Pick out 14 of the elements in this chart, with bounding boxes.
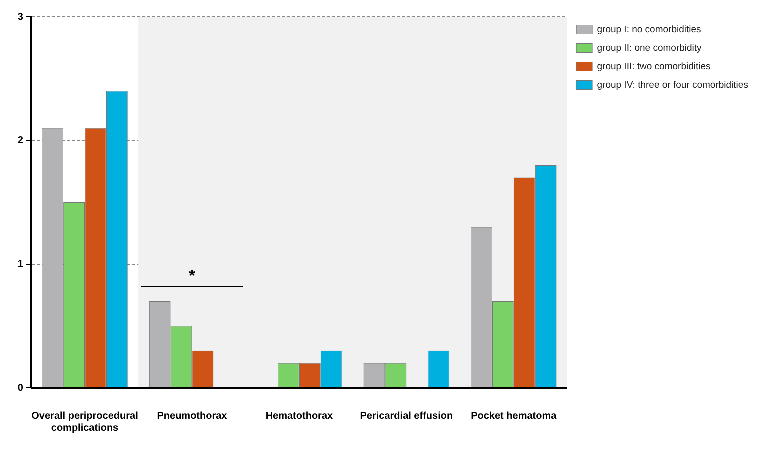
y-tick-label: 3: [18, 12, 24, 23]
annotation: *: [189, 268, 196, 286]
x-tick-label: Pericardial effusion: [360, 410, 454, 422]
x-tick-label: Pocket hematoma: [471, 410, 558, 422]
legend-label: group IV: three or four comorbidities: [597, 80, 749, 91]
y-tick-label: 0: [18, 382, 24, 394]
y-tick-label: 2: [18, 135, 24, 146]
y-tick-label: 1: [18, 259, 24, 270]
x-tick-label: Pneumothorax: [157, 410, 228, 422]
x-tick-label: Overall periprocedural complications: [32, 410, 139, 434]
legend-label: group III: two comorbidities: [597, 61, 712, 72]
legend-label: group I: no comorbidities: [597, 24, 702, 36]
x-tick-label: Hematothorax: [266, 410, 334, 422]
legend-label: group II: one comorbidity: [597, 42, 702, 54]
